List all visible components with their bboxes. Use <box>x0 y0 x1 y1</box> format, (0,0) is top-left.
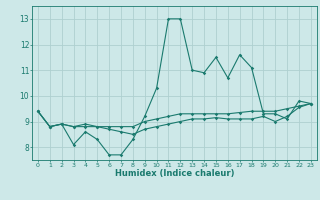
X-axis label: Humidex (Indice chaleur): Humidex (Indice chaleur) <box>115 169 234 178</box>
